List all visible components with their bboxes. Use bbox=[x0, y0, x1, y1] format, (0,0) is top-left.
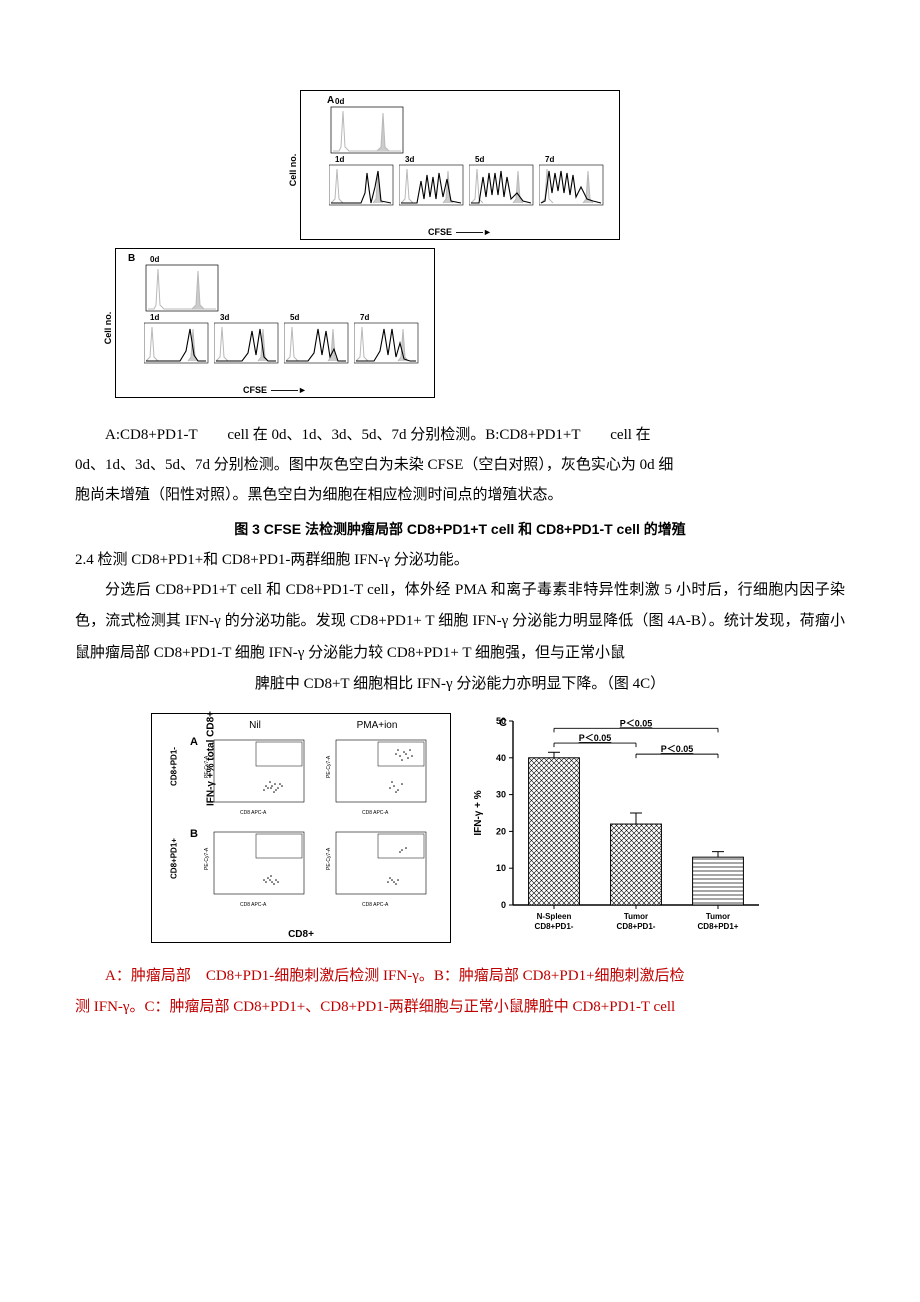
panel-a-1d-label: 1d bbox=[335, 155, 344, 164]
figure-3-panel-a: A Cell no. 0d 1d bbox=[75, 90, 845, 240]
scatter-b-pma: PE-Cy7-A CD8 APC-A bbox=[322, 830, 432, 910]
svg-text:P＜0.05: P＜0.05 bbox=[661, 744, 694, 754]
figure-4-right-panel: C 01020304050IFN-γ + %N-SpleenCD8+PD1-Tu… bbox=[469, 713, 769, 943]
svg-text:N-Spleen: N-Spleen bbox=[537, 912, 572, 921]
caption4-line2: 测 IFN-γ。C：肿瘤局部 CD8+PD1+、CD8+PD1-两群细胞与正常小… bbox=[75, 992, 845, 1024]
svg-text:PE-Cy7-A: PE-Cy7-A bbox=[326, 847, 332, 870]
svg-text:CD8 APC-A: CD8 APC-A bbox=[362, 810, 389, 816]
fig4-left-xaxis: CD8+ bbox=[152, 929, 450, 940]
svg-text:CD8+PD1+: CD8+PD1+ bbox=[698, 922, 739, 931]
figure-4-left-panel: IFN-γ +% total CD8+ Nil PMA+ion A CD8+PD… bbox=[151, 713, 451, 943]
svg-text:P＜0.05: P＜0.05 bbox=[579, 733, 612, 743]
svg-text:30: 30 bbox=[496, 789, 506, 799]
caption3-line2: 0d、1d、3d、5d、7d 分别检测。图中灰色空白为未染 CFSE（空白对照）… bbox=[75, 450, 845, 480]
panel-b-5d-label: 5d bbox=[290, 313, 299, 322]
svg-text:IFN-γ + %: IFN-γ + % bbox=[473, 790, 484, 835]
fig4-col-pma: PMA+ion bbox=[322, 720, 432, 731]
hist-a-1d bbox=[329, 157, 395, 207]
panel-b-3d-label: 3d bbox=[220, 313, 229, 322]
svg-text:Tumor: Tumor bbox=[624, 912, 648, 921]
hist-a-0d bbox=[329, 99, 405, 155]
fig4-col-nil: Nil bbox=[200, 720, 310, 731]
panel-b-0d-label: 0d bbox=[150, 255, 159, 264]
fig4-rowB-letter: B bbox=[190, 828, 198, 840]
svg-text:CD8 APC-A: CD8 APC-A bbox=[362, 902, 389, 908]
svg-text:PE-Cy7-A: PE-Cy7-A bbox=[204, 847, 210, 870]
scatter-a-nil: PE-Cy7-A CD8 APC-A bbox=[200, 738, 310, 818]
figure-4: IFN-γ +% total CD8+ Nil PMA+ion A CD8+PD… bbox=[75, 713, 845, 943]
svg-text:10: 10 bbox=[496, 863, 506, 873]
hist-a-3d bbox=[399, 157, 465, 207]
svg-text:40: 40 bbox=[496, 753, 506, 763]
hist-a-5d bbox=[469, 157, 535, 207]
panel-a-0d-label: 0d bbox=[335, 97, 344, 106]
svg-text:CD8+PD1-: CD8+PD1- bbox=[535, 922, 574, 931]
fig4-rowA-label: CD8+PD1- bbox=[170, 726, 179, 806]
body-p1: 分选后 CD8+PD1+T cell 和 CD8+PD1-T cell，体外经 … bbox=[75, 575, 845, 670]
svg-text:PE-Cy7-A: PE-Cy7-A bbox=[326, 755, 332, 778]
bar-chart-c: 01020304050IFN-γ + %N-SpleenCD8+PD1-Tumo… bbox=[469, 713, 769, 943]
hist-b-5d bbox=[284, 315, 350, 365]
body-paragraph: 分选后 CD8+PD1+T cell 和 CD8+PD1-T cell，体外经 … bbox=[75, 575, 845, 701]
svg-text:CD8+PD1-: CD8+PD1- bbox=[617, 922, 656, 931]
caption4-line1: A：肿瘤局部 CD8+PD1-细胞刺激后检测 IFN-γ。B：肿瘤局部 CD8+… bbox=[75, 961, 845, 993]
hist-b-0d bbox=[144, 257, 220, 313]
fig4-rowA-letter: A bbox=[190, 736, 198, 748]
body-p1-last: 脾脏中 CD8+T 细胞相比 IFN-γ 分泌能力亦明显下降。（图 4C） bbox=[75, 669, 845, 701]
fig4-rowB-label: CD8+PD1+ bbox=[170, 818, 179, 898]
figure-3-caption: A:CD8+PD1-T cell 在 0d、1d、3d、5d、7d 分别检测。B… bbox=[75, 420, 845, 510]
svg-text:Tumor: Tumor bbox=[706, 912, 730, 921]
scatter-b-nil: PE-Cy7-A CD8 APC-A bbox=[200, 830, 310, 910]
figure-4-caption: A：肿瘤局部 CD8+PD1-细胞刺激后检测 IFN-γ。B：肿瘤局部 CD8+… bbox=[75, 961, 845, 1024]
panel-b-1d-label: 1d bbox=[150, 313, 159, 322]
panel-b-yaxis: Cell no. bbox=[103, 298, 113, 358]
svg-text:CD8 APC-A: CD8 APC-A bbox=[240, 902, 267, 908]
panel-a-yaxis: Cell no. bbox=[288, 140, 298, 200]
panel-b-letter: B bbox=[128, 253, 135, 264]
fig4-panel-c-letter: C bbox=[499, 717, 507, 729]
caption3-line3: 胞尚未增殖（阳性对照）。黑色空白为细胞在相应检测时间点的增殖状态。 bbox=[75, 480, 845, 510]
figure-3-title: 图 3 CFSE 法检测肿瘤局部 CD8+PD1+T cell 和 CD8+PD… bbox=[75, 514, 845, 545]
caption3-line1: A:CD8+PD1-T cell 在 0d、1d、3d、5d、7d 分别检测。B… bbox=[75, 420, 845, 450]
hist-b-3d bbox=[214, 315, 280, 365]
panel-a-xaxis: CFSE———► bbox=[301, 227, 619, 237]
svg-text:20: 20 bbox=[496, 826, 506, 836]
hist-b-1d bbox=[144, 315, 210, 365]
svg-text:0: 0 bbox=[501, 900, 506, 910]
hist-b-7d bbox=[354, 315, 420, 365]
svg-text:PE-Cy7-A: PE-Cy7-A bbox=[204, 755, 210, 778]
panel-a-7d-label: 7d bbox=[545, 155, 554, 164]
svg-text:P＜0.05: P＜0.05 bbox=[620, 718, 653, 728]
figure-3-panel-b: B Cell no. 0d 1d bbox=[115, 248, 845, 398]
panel-a-3d-label: 3d bbox=[405, 155, 414, 164]
hist-a-7d bbox=[539, 157, 605, 207]
scatter-a-pma: PE-Cy7-A CD8 APC-A bbox=[322, 738, 432, 818]
panel-b-xaxis: CFSE———► bbox=[116, 385, 434, 395]
svg-text:CD8 APC-A: CD8 APC-A bbox=[240, 810, 267, 816]
panel-a-5d-label: 5d bbox=[475, 155, 484, 164]
section-2-4-heading: 2.4 检测 CD8+PD1+和 CD8+PD1-两群细胞 IFN-γ 分泌功能… bbox=[75, 545, 845, 575]
panel-b-7d-label: 7d bbox=[360, 313, 369, 322]
